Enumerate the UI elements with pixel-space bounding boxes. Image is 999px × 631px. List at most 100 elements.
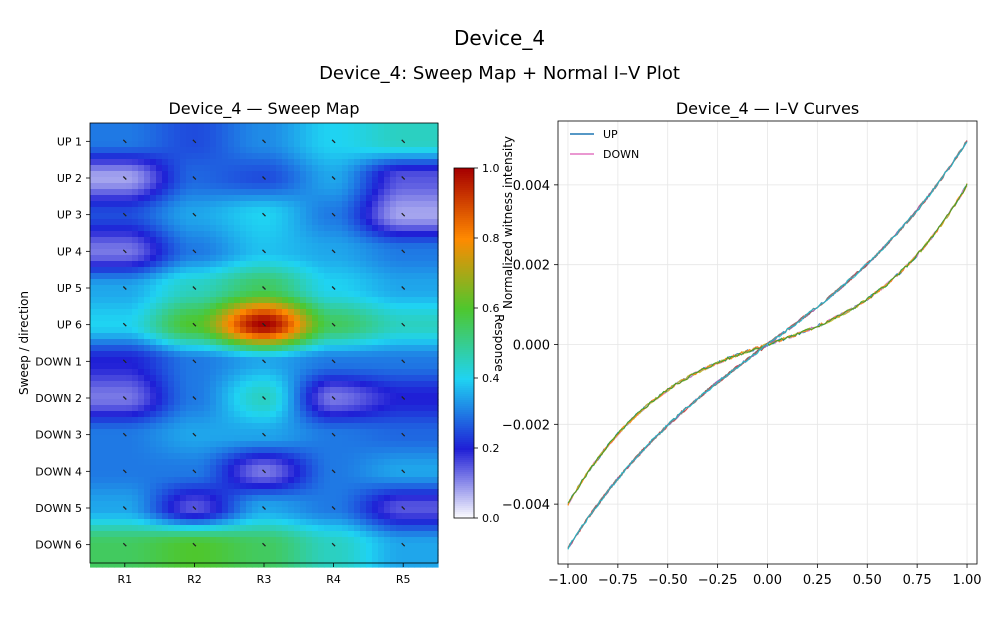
heatmap-pixel <box>318 441 325 448</box>
heatmap-pixel <box>204 183 211 190</box>
heatmap-pixel <box>402 537 409 544</box>
heatmap-pixel <box>180 501 187 508</box>
heatmap-pixel <box>228 303 235 310</box>
heatmap-pixel <box>90 189 97 196</box>
heatmap-pixel <box>198 393 205 400</box>
heatmap-pixel <box>258 549 265 556</box>
heatmap-cell-marker <box>401 322 406 327</box>
heatmap-pixel <box>102 141 109 148</box>
heatmap-pixel <box>270 297 277 304</box>
heatmap-pixel <box>180 147 187 154</box>
heatmap-pixel <box>240 453 247 460</box>
heatmap-pixel <box>168 393 175 400</box>
heatmap-pixel <box>120 363 127 370</box>
heatmap-pixel <box>204 519 211 526</box>
heatmap-pixel <box>294 273 301 280</box>
heatmap-pixel <box>282 435 289 442</box>
heatmap-pixel <box>132 267 139 274</box>
heatmap-pixel <box>312 333 319 340</box>
heatmap-pixel <box>216 171 223 178</box>
heatmap-pixel <box>270 471 277 478</box>
heatmap-pixel <box>198 171 205 178</box>
heatmap-pixel <box>420 363 427 370</box>
heatmap-pixel <box>324 177 331 184</box>
heatmap-pixel <box>156 333 163 340</box>
heatmap-pixel <box>336 237 343 244</box>
heatmap-cell-marker <box>331 322 336 327</box>
heatmap-pixel <box>246 555 253 562</box>
heatmap-pixel <box>408 129 415 136</box>
heatmap-pixel <box>90 303 97 310</box>
heatmap-pixel <box>384 321 391 328</box>
heatmap-pixel <box>180 219 187 226</box>
heatmap-pixel <box>264 459 271 466</box>
heatmap-pixel <box>306 483 313 490</box>
heatmap-pixel <box>354 453 361 460</box>
heatmap-pixel <box>366 189 373 196</box>
heatmap-pixel <box>102 249 109 256</box>
heatmap-pixel <box>114 489 121 496</box>
heatmap-pixel <box>102 459 109 466</box>
heatmap-pixel <box>138 465 145 472</box>
heatmap-pixel <box>108 147 115 154</box>
heatmap-pixel <box>246 327 253 334</box>
heatmap-pixel <box>366 465 373 472</box>
heatmap-cell-marker <box>122 432 127 437</box>
heatmap-pixel <box>114 297 121 304</box>
heatmap-pixel <box>402 447 409 454</box>
heatmap-pixel <box>342 387 349 394</box>
heatmap-pixel <box>198 153 205 160</box>
heatmap-pixel <box>276 243 283 250</box>
heatmap-pixel <box>96 417 103 424</box>
heatmap-pixel <box>354 465 361 472</box>
iv-ytick-label: 0.004 <box>513 179 550 194</box>
heatmap-pixel <box>120 303 127 310</box>
heatmap-pixel <box>336 375 343 382</box>
heatmap-pixel <box>174 555 181 562</box>
heatmap-pixel <box>318 267 325 274</box>
heatmap-cell-marker <box>401 396 406 400</box>
heatmap-pixel <box>390 177 397 184</box>
heatmap-pixel <box>144 537 151 544</box>
heatmap-pixel <box>408 201 415 208</box>
heatmap-pixel <box>294 177 301 184</box>
heatmap-pixel <box>264 399 271 406</box>
heatmap-pixel <box>408 417 415 424</box>
heatmap-pixel <box>336 147 343 154</box>
heatmap-pixel <box>186 237 193 244</box>
heatmap-pixel <box>180 303 187 310</box>
heatmap-pixel <box>324 453 331 460</box>
heatmap-pixel <box>384 513 391 520</box>
heatmap-pixel <box>306 411 313 418</box>
heatmap-pixel <box>96 435 103 442</box>
heatmap-xtick-label: R5 <box>396 573 411 586</box>
heatmap-pixel <box>174 363 181 370</box>
heatmap-pixel <box>252 153 259 160</box>
heatmap-pixel <box>432 123 439 130</box>
heatmap-pixel <box>174 531 181 538</box>
heatmap-pixel <box>96 441 103 448</box>
heatmap-pixel <box>210 411 217 418</box>
heatmap-pixel <box>132 507 139 514</box>
heatmap-pixel <box>144 393 151 400</box>
heatmap-pixel <box>306 471 313 478</box>
heatmap-pixel <box>414 207 421 214</box>
heatmap-pixel <box>264 183 271 190</box>
heatmap-cell-marker <box>401 139 406 144</box>
heatmap-pixel <box>378 279 385 286</box>
heatmap-pixel <box>348 321 355 328</box>
heatmap-pixel <box>396 411 403 418</box>
heatmap-pixel <box>300 483 307 490</box>
heatmap-pixel <box>198 339 205 346</box>
heatmap-pixel <box>378 363 385 370</box>
heatmap-pixel <box>300 219 307 226</box>
heatmap-pixel <box>246 381 253 388</box>
heatmap-pixel <box>408 147 415 154</box>
heatmap-pixel <box>114 129 121 136</box>
heatmap-pixel <box>240 369 247 376</box>
heatmap-pixel <box>144 261 151 268</box>
heatmap-pixel <box>186 249 193 256</box>
heatmap-pixel <box>228 453 235 460</box>
heatmap-pixel <box>150 465 157 472</box>
heatmap-pixel <box>222 555 229 562</box>
